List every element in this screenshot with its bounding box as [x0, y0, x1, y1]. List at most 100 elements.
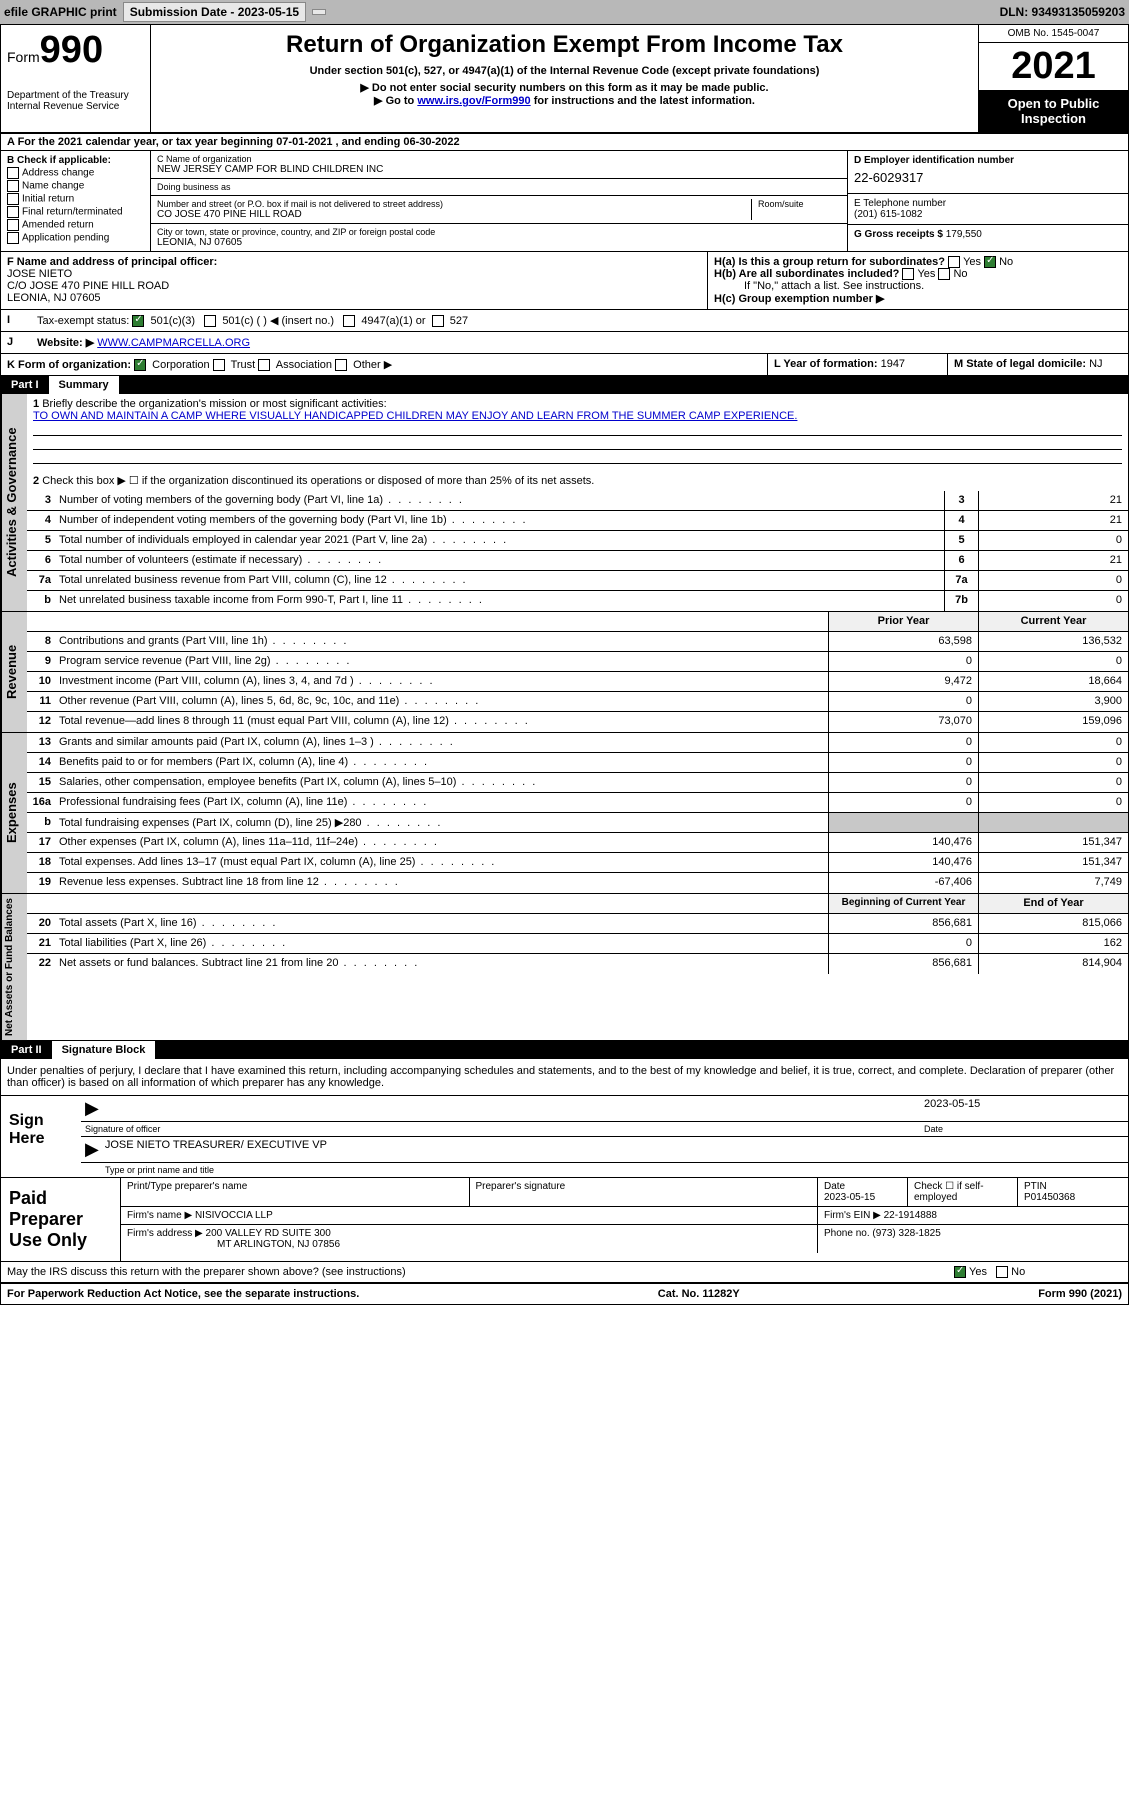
- firm-name-label: Firm's name ▶: [127, 1210, 192, 1221]
- note2-post: for instructions and the latest informat…: [531, 95, 755, 107]
- form-subtitle: Under section 501(c), 527, or 4947(a)(1)…: [157, 65, 972, 77]
- state-domicile: NJ: [1089, 358, 1102, 370]
- org-name-label: C Name of organization: [157, 154, 841, 164]
- firm-name: NISIVOCCIA LLP: [195, 1210, 273, 1221]
- gov-row: 6Total number of volunteers (estimate if…: [27, 551, 1128, 571]
- open-inspection: Open to Public Inspection: [979, 90, 1128, 132]
- box-b-title: B Check if applicable:: [7, 155, 144, 166]
- officer-addr1: C/O JOSE 470 PINE HILL ROAD: [7, 280, 701, 292]
- sign-here-label: Sign Here: [1, 1096, 81, 1177]
- state-domicile-label: M State of legal domicile:: [954, 358, 1086, 370]
- chk-initial-return[interactable]: Initial return: [7, 193, 144, 205]
- dln-label: DLN: 93493135059203: [1000, 5, 1125, 19]
- col-eoy: End of Year: [978, 894, 1128, 913]
- ptin-label: PTIN: [1024, 1181, 1122, 1192]
- hb-no[interactable]: [938, 268, 950, 280]
- data-row: 19Revenue less expenses. Subtract line 1…: [27, 873, 1128, 893]
- chk-other[interactable]: [335, 359, 347, 371]
- website-label: Website: ▶: [37, 337, 94, 349]
- row-k-l-m: K Form of organization: Corporation Trus…: [1, 354, 1128, 376]
- may-discuss-text: May the IRS discuss this return with the…: [7, 1266, 406, 1278]
- prep-name-label: Print/Type preparer's name: [121, 1178, 470, 1206]
- part-1-header: Part I Summary: [1, 376, 1128, 394]
- irs-link[interactable]: www.irs.gov/Form990: [417, 95, 530, 107]
- data-row: 18Total expenses. Add lines 13–17 (must …: [27, 853, 1128, 873]
- prep-date-label: Date: [824, 1181, 901, 1192]
- city-label: City or town, state or province, country…: [157, 227, 841, 237]
- discuss-yes[interactable]: [954, 1266, 966, 1278]
- firm-ein-label: Firm's EIN ▶: [824, 1210, 881, 1221]
- room-label: Room/suite: [758, 199, 841, 209]
- line-a-tax-year: A For the 2021 calendar year, or tax yea…: [1, 134, 1128, 151]
- data-row: 15Salaries, other compensation, employee…: [27, 773, 1128, 793]
- h-a: H(a) Is this a group return for subordin…: [714, 256, 1122, 268]
- chk-4947[interactable]: [343, 315, 355, 327]
- form-num: 990: [40, 29, 103, 71]
- arrow-icon: ▶: [85, 1098, 105, 1119]
- ha-no[interactable]: [984, 256, 996, 268]
- firm-addr-label: Firm's address ▶: [127, 1228, 203, 1239]
- gov-row: 5Total number of individuals employed in…: [27, 531, 1128, 551]
- col-boy: Beginning of Current Year: [828, 894, 978, 913]
- data-row: 8Contributions and grants (Part VIII, li…: [27, 632, 1128, 652]
- chk-trust[interactable]: [213, 359, 225, 371]
- form-number: Form990: [7, 29, 144, 72]
- data-row: 12Total revenue—add lines 8 through 11 (…: [27, 712, 1128, 732]
- blank-button[interactable]: [312, 9, 326, 15]
- data-row: 16aProfessional fundraising fees (Part I…: [27, 793, 1128, 813]
- firm-ein: 22-1914888: [884, 1210, 937, 1221]
- q2-text: Check this box ▶ ☐ if the organization d…: [42, 475, 594, 487]
- year-formation: 1947: [881, 358, 905, 370]
- website-link[interactable]: WWW.CAMPMARCELLA.ORG: [97, 337, 250, 349]
- hb-yes[interactable]: [902, 268, 914, 280]
- chk-name-change[interactable]: Name change: [7, 180, 144, 192]
- chk-527[interactable]: [432, 315, 444, 327]
- street-value: CO JOSE 470 PINE HILL ROAD: [157, 209, 751, 220]
- data-row: 20Total assets (Part X, line 16)856,6818…: [27, 914, 1128, 934]
- chk-address-change[interactable]: Address change: [7, 167, 144, 179]
- note-website: ▶ Go to www.irs.gov/Form990 for instruct…: [157, 94, 972, 107]
- block-expenses: Expenses 13Grants and similar amounts pa…: [1, 733, 1128, 894]
- ha-yes[interactable]: [948, 256, 960, 268]
- may-discuss-row: May the IRS discuss this return with the…: [1, 1262, 1128, 1284]
- firm-addr2: MT ARLINGTON, NJ 07856: [127, 1239, 340, 1250]
- data-row: 21Total liabilities (Part X, line 26)016…: [27, 934, 1128, 954]
- firm-addr1: 200 VALLEY RD SUITE 300: [206, 1228, 331, 1239]
- part1-num: Part I: [1, 376, 49, 394]
- prep-date: 2023-05-15: [824, 1192, 901, 1203]
- dba-label: Doing business as: [157, 182, 841, 192]
- pra-notice: For Paperwork Reduction Act Notice, see …: [7, 1288, 359, 1300]
- form-word: Form: [7, 49, 40, 65]
- chk-corp[interactable]: [134, 359, 146, 371]
- note-ssn: ▶ Do not enter social security numbers o…: [157, 81, 972, 94]
- signature-declaration: Under penalties of perjury, I declare th…: [1, 1059, 1128, 1095]
- side-governance: Activities & Governance: [1, 394, 27, 611]
- sign-here-table: Sign Here ▶ 2023-05-15 Signature of offi…: [1, 1095, 1128, 1178]
- chk-app-pending[interactable]: Application pending: [7, 232, 144, 244]
- discuss-no[interactable]: [996, 1266, 1008, 1278]
- submission-date-button[interactable]: Submission Date - 2023-05-15: [123, 2, 306, 22]
- chk-amended[interactable]: Amended return: [7, 219, 144, 231]
- note2-pre: ▶ Go to: [374, 95, 417, 107]
- part2-title: Signature Block: [52, 1041, 156, 1059]
- col-prior-year: Prior Year: [828, 612, 978, 631]
- gross-receipts-label: G Gross receipts $: [854, 229, 943, 240]
- chk-501c3[interactable]: [132, 315, 144, 327]
- na-header-row: Beginning of Current Year End of Year: [27, 894, 1128, 914]
- chk-501c[interactable]: [204, 315, 216, 327]
- officer-name: JOSE NIETO: [7, 268, 701, 280]
- city-value: LEONIA, NJ 07605: [157, 237, 841, 248]
- chk-assoc[interactable]: [258, 359, 270, 371]
- side-revenue: Revenue: [1, 612, 27, 732]
- officer-label: F Name and address of principal officer:: [7, 256, 701, 268]
- side-expenses: Expenses: [1, 733, 27, 893]
- mission-text: TO OWN AND MAINTAIN A CAMP WHERE VISUALL…: [33, 410, 797, 422]
- side-net-assets: Net Assets or Fund Balances: [1, 894, 27, 1040]
- gov-row: 3Number of voting members of the governi…: [27, 491, 1128, 511]
- row-j: J Website: ▶ WWW.CAMPMARCELLA.ORG: [1, 332, 1128, 354]
- ptin-value: P01450368: [1024, 1192, 1122, 1203]
- org-name: NEW JERSEY CAMP FOR BLIND CHILDREN INC: [157, 164, 841, 175]
- firm-phone: (973) 328-1825: [872, 1228, 940, 1239]
- rev-header-row: Prior Year Current Year: [27, 612, 1128, 632]
- chk-final-return[interactable]: Final return/terminated: [7, 206, 144, 218]
